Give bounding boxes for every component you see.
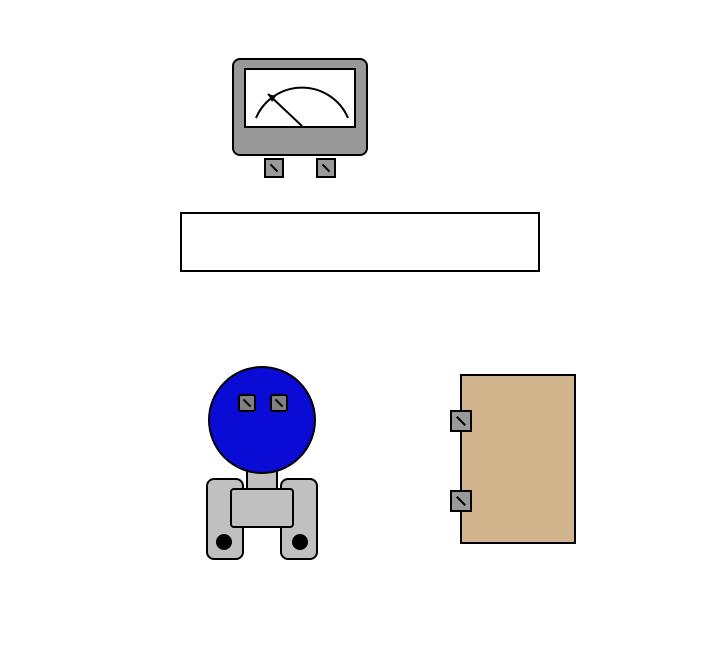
transmitter-label bbox=[148, 324, 368, 342]
voltmeter-terminal-plus bbox=[316, 158, 336, 178]
voltmeter-scale-window bbox=[244, 68, 356, 128]
power-supply-body bbox=[460, 374, 576, 544]
terminal-strip-label bbox=[104, 218, 176, 236]
voltmeter-terminal-minus bbox=[264, 158, 284, 178]
power-supply-terminal-plus bbox=[450, 490, 472, 512]
transmitter-port-l-dot bbox=[292, 534, 308, 550]
transmitter-terminal-minus bbox=[238, 394, 256, 412]
terminal-strip-body bbox=[180, 212, 540, 272]
power-supply-terminal-minus bbox=[450, 410, 472, 432]
transmitter-terminal-plus bbox=[270, 394, 288, 412]
diagram-area bbox=[14, 34, 702, 594]
transmitter-foot-mid bbox=[230, 488, 294, 528]
power-supply-label bbox=[454, 332, 584, 350]
transmitter-port-h-dot bbox=[216, 534, 232, 550]
voltmeter-arc bbox=[256, 88, 348, 118]
transmitter-head bbox=[208, 366, 316, 474]
